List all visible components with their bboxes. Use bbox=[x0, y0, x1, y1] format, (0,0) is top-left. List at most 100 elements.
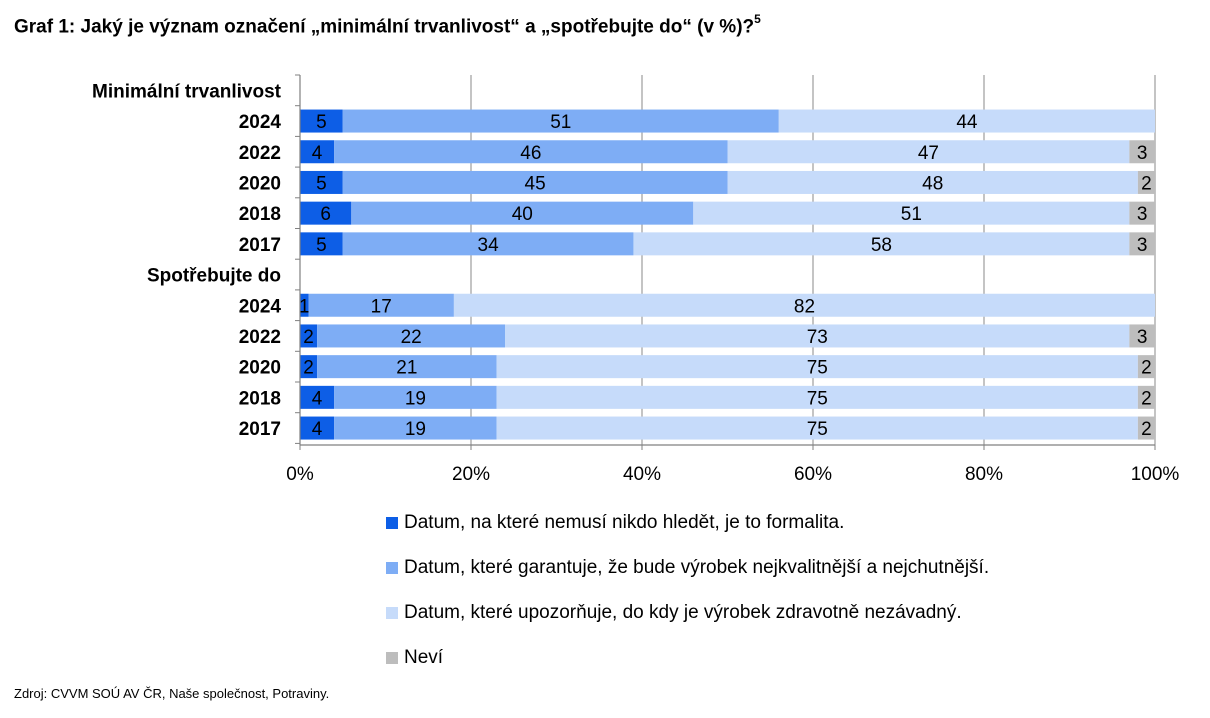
bar-segment bbox=[342, 170, 728, 194]
data-label: 48 bbox=[922, 173, 943, 194]
data-label: 3 bbox=[1137, 327, 1148, 348]
data-label: 5 bbox=[316, 173, 327, 194]
data-label: 45 bbox=[525, 173, 546, 194]
title-footnote: 5 bbox=[754, 12, 761, 26]
x-tick-label: 60% bbox=[794, 464, 832, 485]
data-label: 5 bbox=[316, 112, 327, 133]
data-label: 34 bbox=[478, 235, 500, 256]
stacked-bar-chart: 5 51 444 46 47 35 45 48 26 40 51 35 34 58 31 17 822 22 73 3… bbox=[92, 74, 1179, 485]
data-label: 2 bbox=[1141, 173, 1152, 194]
bar-segment bbox=[1129, 140, 1155, 164]
bar-segment bbox=[300, 293, 309, 317]
group-label: Spotřebujte do bbox=[147, 266, 281, 287]
data-label: 5 bbox=[316, 235, 327, 256]
data-label: 58 bbox=[871, 235, 892, 256]
data-label: 4 bbox=[312, 143, 323, 164]
bar-segment bbox=[1129, 324, 1155, 348]
row-label: 2018 bbox=[239, 388, 281, 409]
bar-segment bbox=[1137, 170, 1155, 194]
bar-segment bbox=[1137, 416, 1155, 440]
bar-segment bbox=[334, 140, 728, 164]
chart-title: Graf 1: Jaký je význam označení „minimál… bbox=[14, 12, 761, 38]
source-note: Zdroj: CVVM SOÚ AV ČR, Naše společnost, … bbox=[14, 686, 330, 701]
bar-segment bbox=[300, 170, 343, 194]
data-label: 2 bbox=[303, 358, 314, 379]
data-label: 73 bbox=[807, 327, 828, 348]
bar-segment bbox=[505, 324, 1130, 348]
row-label: 2017 bbox=[239, 419, 281, 440]
bar-segment bbox=[334, 385, 497, 409]
legend-swatch bbox=[386, 562, 398, 574]
bar-segment bbox=[342, 109, 779, 133]
bar-segment bbox=[727, 140, 1130, 164]
bar-segment bbox=[778, 109, 1155, 133]
legend-item-upozornuje: Datum, které upozorňuje, do kdy je výrob… bbox=[386, 602, 989, 624]
legend-item-nevi: Neví bbox=[386, 647, 989, 669]
data-label: 40 bbox=[512, 204, 533, 225]
data-label: 47 bbox=[918, 143, 939, 164]
bar-segment bbox=[300, 109, 343, 133]
data-label: 51 bbox=[550, 112, 571, 133]
row-label: 2020 bbox=[239, 173, 281, 194]
x-tick-label: 0% bbox=[286, 464, 314, 485]
row-label: 2017 bbox=[239, 235, 281, 256]
legend-item-garantuje: Datum, které garantuje, že bude výrobek … bbox=[386, 557, 989, 579]
bar-segment bbox=[300, 324, 318, 348]
bar-segment bbox=[300, 416, 335, 440]
bar-segment bbox=[1137, 385, 1155, 409]
category-labels: Minimální trvanlivost 2024 2022 2020 2018 201… bbox=[92, 81, 282, 440]
bars: 5 51 444 46 47 35 45 48 26 40 51 35 34 58 31 17 822 22 73 3… bbox=[299, 109, 1155, 440]
bar-segment bbox=[633, 232, 1130, 256]
data-label: 6 bbox=[320, 204, 331, 225]
chart-legend: Datum, na které nemusí nikdo hledět, je … bbox=[386, 512, 989, 692]
bar-segment bbox=[727, 170, 1138, 194]
group-label: Minimální trvanlivost bbox=[92, 81, 282, 102]
legend-label: Neví bbox=[404, 647, 444, 668]
bar-segment bbox=[342, 232, 634, 256]
data-label: 21 bbox=[396, 358, 417, 379]
gridlines bbox=[470, 75, 1156, 445]
legend-label: Datum, na které nemusí nikdo hledět, je … bbox=[404, 512, 845, 533]
data-label: 44 bbox=[956, 112, 978, 133]
data-label: 2 bbox=[1141, 388, 1152, 409]
bar-segment bbox=[300, 355, 318, 379]
bar-segment bbox=[1137, 355, 1155, 379]
data-label: 75 bbox=[807, 388, 828, 409]
data-label: 82 bbox=[794, 296, 815, 317]
x-tick-label: 40% bbox=[623, 464, 661, 485]
bar-segment bbox=[496, 385, 1138, 409]
legend-swatch bbox=[386, 652, 398, 664]
x-axis: 0% 20% 40% 60% 80% 100% bbox=[286, 74, 1179, 485]
data-label: 22 bbox=[401, 327, 422, 348]
row-label: 2022 bbox=[239, 143, 281, 164]
bar-segment bbox=[351, 201, 694, 225]
bar-segment bbox=[300, 201, 352, 225]
data-label: 17 bbox=[371, 296, 392, 317]
data-label: 3 bbox=[1137, 204, 1148, 225]
data-label: 4 bbox=[312, 419, 323, 440]
bar-segment bbox=[317, 324, 506, 348]
row-label: 2022 bbox=[239, 327, 281, 348]
data-label: 4 bbox=[312, 388, 323, 409]
legend-label: Datum, které garantuje, že bude výrobek … bbox=[404, 557, 990, 578]
bar-segment bbox=[308, 293, 454, 317]
bar-segment bbox=[334, 416, 497, 440]
data-label: 19 bbox=[405, 388, 426, 409]
bar-segment bbox=[300, 140, 335, 164]
row-label: 2020 bbox=[239, 358, 281, 379]
row-label: 2018 bbox=[239, 204, 281, 225]
bar-segment bbox=[453, 293, 1155, 317]
row-label: 2024 bbox=[239, 112, 282, 133]
x-tick-label: 80% bbox=[965, 464, 1003, 485]
data-label: 1 bbox=[299, 296, 310, 317]
legend-label: Datum, které upozorňuje, do kdy je výrob… bbox=[404, 602, 962, 623]
bar-segment bbox=[317, 355, 497, 379]
bar-segment bbox=[693, 201, 1130, 225]
data-label: 75 bbox=[807, 419, 828, 440]
bar-segment bbox=[496, 355, 1138, 379]
bar-segment bbox=[1129, 232, 1155, 256]
data-label: 46 bbox=[520, 143, 541, 164]
legend-item-formalita: Datum, na které nemusí nikdo hledět, je … bbox=[386, 512, 989, 534]
bar-segment bbox=[300, 385, 335, 409]
data-label: 2 bbox=[303, 327, 314, 348]
